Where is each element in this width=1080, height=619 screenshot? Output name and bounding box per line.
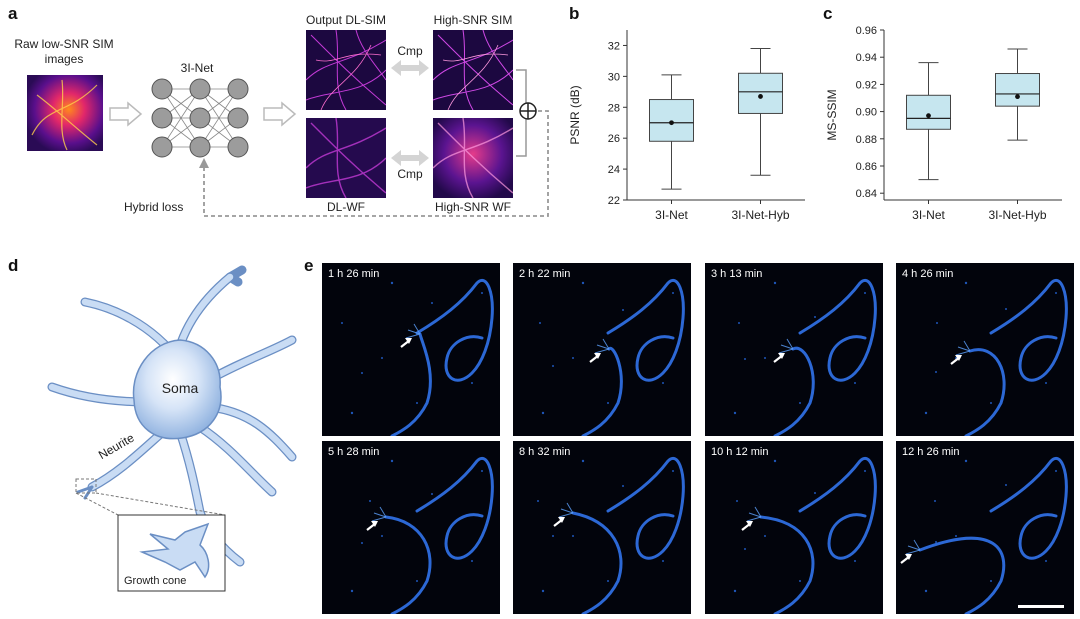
timelapse-tile: 3 h 13 min bbox=[705, 263, 883, 436]
box-iqr bbox=[995, 73, 1040, 107]
x-tick-label: 3I-Net-Hyb bbox=[988, 208, 1046, 222]
panel-letter-a: a bbox=[8, 4, 18, 23]
net-label: 3I-Net bbox=[180, 61, 214, 75]
hybrid-loss-label: Hybrid loss bbox=[124, 200, 184, 214]
high-snr-wf-label: High-SNR WF bbox=[434, 200, 512, 214]
cmp-label-top: Cmp bbox=[397, 44, 423, 58]
y-tick-label: 26 bbox=[608, 133, 620, 145]
timepoint-label: 5 h 28 min bbox=[328, 446, 380, 458]
x-tick-label: 3I-Net-Hyb bbox=[731, 208, 789, 222]
arrow-net-to-output bbox=[263, 101, 297, 127]
high-snr-sim-image bbox=[433, 30, 513, 110]
timelapse-tile: 8 h 32 min bbox=[513, 441, 691, 614]
timelapse-tile: 1 h 26 min bbox=[322, 263, 500, 436]
y-tick-label: 22 bbox=[608, 195, 620, 207]
growth-cone-label: Growth cone bbox=[124, 575, 187, 587]
hybrid-loss-feedback bbox=[199, 69, 549, 217]
mean-dot bbox=[669, 120, 674, 126]
y-tick-label: 30 bbox=[608, 71, 620, 83]
y-tick-label: 24 bbox=[608, 164, 620, 176]
y-tick-label: 32 bbox=[608, 40, 620, 52]
timepoint-label: 4 h 26 min bbox=[902, 268, 954, 280]
y-axis-label: PSNR (dB) bbox=[568, 85, 582, 144]
arrow-raw-to-net bbox=[109, 101, 143, 127]
y-tick-label: 0.88 bbox=[856, 134, 877, 146]
box-iqr bbox=[906, 94, 951, 130]
raw-image-art bbox=[27, 75, 103, 151]
output-dlsim-label: Output DL-SIM bbox=[305, 13, 387, 27]
high-snr-wf-image bbox=[433, 118, 513, 198]
timepoint-label: 8 h 32 min bbox=[519, 446, 571, 458]
timelapse-tile: 12 h 26 min bbox=[896, 441, 1074, 614]
timelapse-tile: 2 h 22 min bbox=[513, 263, 691, 436]
y-tick-label: 0.94 bbox=[856, 52, 877, 64]
psnr-boxplot: 22 24 26 28 30 32 PSNR (dB) 3I-Net 3I-Net-Hyb bbox=[568, 30, 805, 222]
output-dlsim-image bbox=[306, 30, 386, 110]
y-tick-label: 0.90 bbox=[856, 107, 877, 119]
soma-label: Soma bbox=[161, 380, 199, 396]
neuron-fluorescence-image bbox=[513, 263, 691, 436]
raw-images-label: Raw low-SNR SIM images bbox=[14, 37, 114, 66]
neuron-diagram bbox=[47, 265, 297, 592]
panel-letter-e: e bbox=[304, 256, 314, 275]
raw-image bbox=[27, 75, 103, 151]
x-tick-label: 3I-Net bbox=[912, 208, 945, 222]
y-tick-label: 0.84 bbox=[856, 188, 877, 200]
mean-dot bbox=[758, 94, 763, 99]
cmp-label-bottom: Cmp bbox=[397, 167, 423, 181]
y-tick-label: 0.96 bbox=[856, 25, 877, 37]
neuron-fluorescence-image bbox=[896, 263, 1074, 436]
msssim-boxplot: 0.84 0.86 0.88 0.90 0.92 0.94 0.96 MS-SSIM 3I-Ne… bbox=[825, 25, 1062, 222]
y-axis-label: MS-SSIM bbox=[825, 89, 839, 140]
high-snr-sim-art bbox=[433, 30, 513, 110]
panel-letter-c: c bbox=[823, 4, 833, 23]
output-dlsim-art bbox=[306, 30, 386, 110]
timelapse-tile: 4 h 26 min bbox=[896, 263, 1074, 436]
dl-wf-label: DL-WF bbox=[327, 200, 365, 214]
dl-wf-image bbox=[306, 118, 386, 198]
box-iqr bbox=[738, 72, 783, 114]
neuron-fluorescence-image bbox=[322, 441, 500, 614]
mean-dot bbox=[926, 113, 931, 119]
timepoint-label: 3 h 13 min bbox=[711, 268, 763, 280]
neuron-fluorescence-image bbox=[513, 441, 691, 614]
network-diagram bbox=[151, 78, 249, 158]
dl-wf-art bbox=[306, 118, 386, 198]
neuron-fluorescence-image bbox=[896, 441, 1074, 614]
panel-letter-b: b bbox=[569, 4, 580, 23]
timelapse-tile: 5 h 28 min bbox=[322, 441, 500, 614]
mean-dot bbox=[1015, 94, 1020, 100]
timelapse-tile: 10 h 12 min bbox=[705, 441, 883, 614]
neuron-fluorescence-image bbox=[705, 263, 883, 436]
x-tick-label: 3I-Net bbox=[655, 208, 688, 222]
panel-letter-d: d bbox=[8, 256, 19, 275]
timepoint-label: 12 h 26 min bbox=[902, 446, 960, 458]
timepoint-label: 2 h 22 min bbox=[519, 268, 571, 280]
high-snr-sim-label: High-SNR SIM bbox=[433, 13, 513, 27]
scale-bar bbox=[1018, 605, 1064, 608]
high-snr-wf-art bbox=[433, 118, 513, 198]
compare-arrows bbox=[391, 60, 429, 166]
y-tick-label: 28 bbox=[608, 102, 620, 114]
neuron-fluorescence-image bbox=[322, 263, 500, 436]
timepoint-label: 1 h 26 min bbox=[328, 268, 380, 280]
neuron-fluorescence-image bbox=[705, 441, 883, 614]
timepoint-label: 10 h 12 min bbox=[711, 446, 769, 458]
y-tick-label: 0.92 bbox=[856, 79, 877, 91]
y-tick-label: 0.86 bbox=[856, 161, 877, 173]
